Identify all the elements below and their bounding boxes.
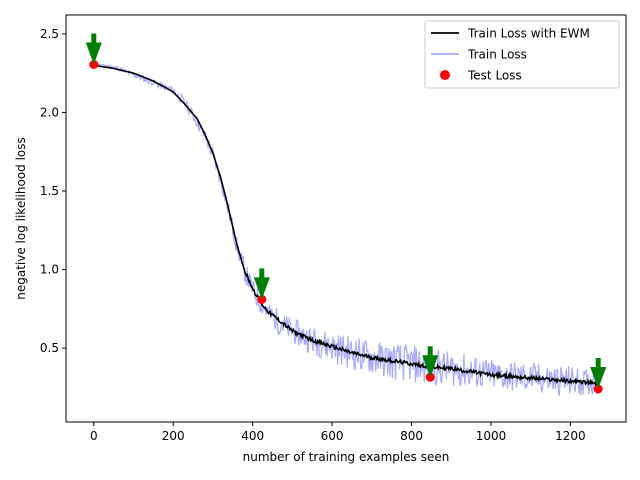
series-layer — [93, 63, 599, 396]
annotation-arrow — [85, 33, 102, 65]
train-loss-line — [93, 63, 599, 396]
annotation-arrow — [253, 268, 270, 300]
legend-box — [424, 20, 620, 89]
legend: Train Loss with EWM Train Loss Test Loss — [424, 20, 620, 89]
y-axis: 0.5 1.0 1.5 2.0 2.5 — [40, 27, 66, 355]
annotation-arrow — [422, 346, 439, 378]
axes-frame — [65, 14, 627, 423]
legend-test-swatch — [440, 70, 450, 80]
x-axis-label: number of training examples seen — [243, 450, 450, 464]
y-tick-label: 1.0 — [40, 263, 59, 277]
x-axis: 0 200 400 600 800 1000 1200 — [90, 422, 586, 443]
y-tick-label: 2.0 — [40, 105, 59, 119]
arrow-layer — [85, 33, 607, 389]
x-tick-label: 400 — [241, 429, 264, 443]
y-tick-label: 1.5 — [40, 184, 59, 198]
legend-ewm-label: Train Loss with EWM — [467, 27, 590, 41]
legend-train-label: Train Loss — [467, 48, 527, 62]
y-tick-label: 0.5 — [40, 341, 59, 355]
plot-area — [65, 14, 627, 423]
x-tick-label: 800 — [400, 429, 423, 443]
x-tick-label: 200 — [162, 429, 185, 443]
train-loss-ewm-line — [93, 64, 599, 388]
y-tick-label: 2.5 — [40, 27, 59, 41]
x-tick-label: 1200 — [555, 429, 586, 443]
x-tick-label: 600 — [321, 429, 344, 443]
x-tick-label: 1000 — [476, 429, 507, 443]
legend-test-label: Test Loss — [467, 69, 522, 83]
y-axis-label: negative log likelihood loss — [14, 137, 28, 300]
x-tick-label: 0 — [90, 429, 98, 443]
annotation-arrow — [590, 358, 607, 389]
